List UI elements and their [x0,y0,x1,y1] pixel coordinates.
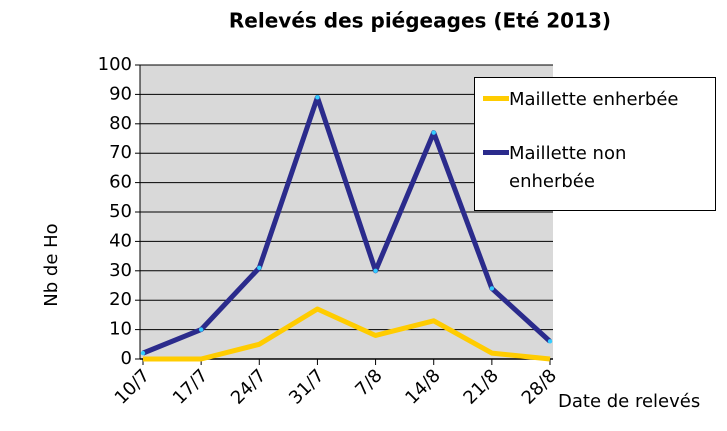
point [140,350,146,356]
y-tick-label: 0 [121,348,132,369]
y-tick-label: 90 [109,83,132,104]
x-tick-label: 10/7 [111,365,154,408]
legend-swatch [483,96,509,101]
x-tick-label: 31/7 [285,365,328,408]
point [547,339,553,344]
y-tick-label: 10 [109,319,132,340]
y-tick-label: 100 [98,54,132,75]
legend-swatch [483,150,509,155]
chart-title: Relevés des piégeages (Eté 2013) [229,9,611,33]
point [198,327,204,332]
legend-label: Maillette non enherbée [509,143,627,192]
y-tick-label: 60 [109,172,132,193]
point [315,95,320,100]
y-tick-label: 40 [109,230,132,251]
x-tick-label: 7/8 [351,365,386,400]
legend-label: Maillette enherbée [509,89,679,110]
x-tick-label: 21/8 [459,365,502,408]
point [373,268,378,273]
legend: Maillette enherbée Maillette non enherbée [474,77,716,211]
y-tick-label: 30 [109,260,132,281]
x-tick-label: 17/7 [169,365,212,408]
y-tick-label: 50 [109,201,132,222]
y-tick-label: 70 [109,142,132,163]
point [431,130,436,135]
x-tick-label: 24/7 [227,365,270,408]
x-tick-label: 14/8 [401,365,444,408]
series-line [142,94,552,356]
x-tick-label: 28/8 [518,365,561,408]
y-tick-label: 20 [109,289,132,310]
x-axis-label: Date de relevés [558,391,700,412]
series-line [143,306,551,362]
point [489,286,495,291]
legend-entry: Maillette enherbée [483,86,699,114]
y-axis-label: Nb de Ho [41,223,62,306]
point [257,265,262,271]
legend-entry: Maillette non enherbée [483,140,699,196]
y-tick-label: 80 [109,113,132,134]
